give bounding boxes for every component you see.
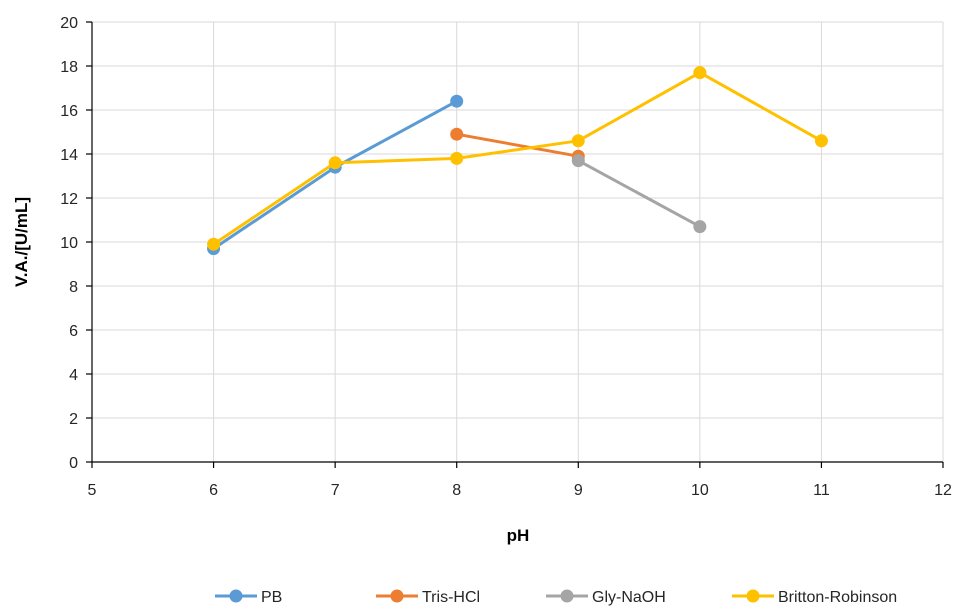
- series-group: [207, 66, 828, 256]
- legend-item: Gly-NaOH: [546, 589, 666, 606]
- legend: PB Tris-HCl Gly-NaOH Britton-Robinson: [215, 589, 897, 606]
- data-point: [450, 127, 464, 141]
- x-tick-label: 10: [691, 482, 709, 499]
- y-tick-label: 8: [69, 279, 78, 296]
- legend-marker: [746, 589, 760, 603]
- x-tick-label: 6: [209, 482, 218, 499]
- x-tick-label: 11: [813, 482, 830, 499]
- data-point: [450, 151, 464, 165]
- legend-label: Tris-HCl: [422, 589, 480, 606]
- y-tick-label: 18: [60, 59, 78, 76]
- x-tick-label: 9: [574, 482, 583, 499]
- legend-item: PB: [215, 589, 282, 606]
- y-tick-label: 20: [60, 15, 78, 32]
- data-point: [328, 156, 342, 170]
- data-point: [450, 94, 464, 108]
- legend-marker: [560, 589, 574, 603]
- y-tick-label: 2: [69, 411, 78, 428]
- series-tris-hcl: [450, 127, 585, 163]
- x-tick-label: 5: [88, 482, 97, 499]
- y-tick-label: 6: [69, 323, 78, 340]
- data-point: [693, 220, 707, 234]
- data-point: [571, 134, 585, 148]
- series-britton-robinson: [207, 66, 828, 251]
- data-point: [693, 66, 707, 80]
- legend-item: Britton-Robinson: [732, 589, 897, 606]
- legend-marker: [229, 589, 243, 603]
- legend-item: Tris-HCl: [376, 589, 480, 606]
- x-tick-label: 7: [331, 482, 340, 499]
- x-tick-label: 12: [934, 482, 952, 499]
- axes: [86, 21, 944, 468]
- y-tick-label: 14: [60, 147, 78, 164]
- legend-marker: [390, 589, 404, 603]
- y-axis-title: V.A./[U/mL]: [12, 197, 31, 287]
- y-tick-label: 10: [60, 235, 78, 252]
- data-point: [814, 134, 828, 148]
- data-point: [207, 237, 221, 251]
- series-line: [455, 132, 580, 158]
- tick-labels: 5 6 7 8 9 10 11 12 0 2 4 6 8 10 12 14 16 18 20: [60, 15, 952, 499]
- y-tick-label: 12: [60, 191, 78, 208]
- x-axis-title: pH: [507, 526, 530, 545]
- legend-label: Gly-NaOH: [592, 589, 666, 606]
- legend-label: Britton-Robinson: [778, 589, 897, 606]
- series-line: [576, 159, 702, 229]
- data-point: [571, 154, 585, 168]
- series-line: [212, 71, 823, 246]
- y-tick-label: 0: [69, 455, 78, 472]
- x-tick-label: 8: [452, 482, 461, 499]
- y-tick-label: 4: [69, 367, 78, 384]
- legend-label: PB: [261, 589, 282, 606]
- y-tick-label: 16: [60, 103, 78, 120]
- grid-lines: [91, 21, 944, 463]
- series-gly-naoh: [571, 154, 707, 234]
